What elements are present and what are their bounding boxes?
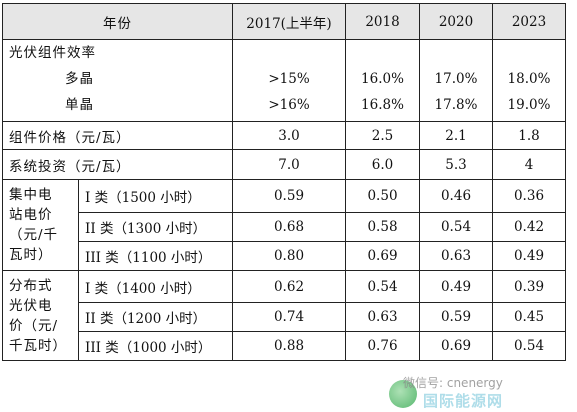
multi-value: 17.0% (434, 71, 478, 87)
table-row: 分布式 光伏电 价（元/ 千瓦时） I 类（1400 小时） 0.62 0.54… (2, 270, 566, 361)
central-label-line: 瓦时） (9, 247, 53, 263)
resource-class-label: II 类（1200 小时） (78, 302, 233, 332)
price-value: 0.58 (345, 212, 420, 242)
module-price-value: 1.8 (492, 121, 566, 150)
price-value: 0.36 (492, 179, 566, 213)
watermark-site-name: 国际能源网 (423, 392, 504, 410)
module-price-label: 组件价格（元/瓦） (2, 121, 233, 150)
price-value: 0.54 (419, 212, 493, 242)
price-value: 0.76 (345, 331, 420, 361)
price-value: 0.42 (492, 212, 566, 242)
price-value: 0.50 (345, 179, 420, 213)
distributed-label-line: 千瓦时） (9, 337, 67, 354)
multi-value: 16.0% (361, 71, 404, 87)
resource-class-label: I 类（1400 小时） (78, 270, 233, 303)
mono-value: 16.8% (361, 97, 404, 113)
price-value: 0.45 (492, 302, 566, 332)
central-label-line: 集中电 (9, 187, 53, 203)
system-investment-value: 6.0 (345, 149, 420, 180)
table-row: II 类（1200 小时） 0.74 0.63 0.59 0.45 (3, 302, 566, 332)
wechat-watermark: 微信号: cnenergy 国际能源网 (389, 374, 557, 410)
price-value: 0.62 (232, 270, 346, 303)
price-value: 0.63 (345, 302, 420, 332)
efficiency-cell: 16.0% 16.8% (345, 39, 420, 122)
central-label-line: 站电价 (9, 207, 53, 223)
multi-value: 18.0% (507, 71, 551, 87)
mono-value: 19.0% (507, 97, 551, 113)
distributed-label-line: 分布式 (9, 277, 53, 294)
distributed-label-line: 价（元/ (9, 317, 59, 334)
resource-class-label: III 类（1100 小时） (78, 241, 233, 271)
price-value: 0.49 (419, 270, 493, 303)
header-row: 年份 2017(上半年) 2018 2020 2023 (2, 3, 566, 40)
central-label-line: （元/千 (9, 227, 59, 243)
price-value: 0.39 (492, 270, 566, 303)
mono-label: 单晶 (65, 97, 94, 113)
price-forecast-table: 年份 2017(上半年) 2018 2020 2023 光伏组件效率 多晶 单晶… (2, 3, 566, 361)
mono-value: 17.8% (434, 97, 478, 113)
table-row: III 类（1000 小时） 0.88 0.76 0.69 0.54 (3, 331, 566, 361)
price-value: 0.54 (345, 270, 420, 303)
header-year: 2020 (419, 3, 493, 40)
table-row: II 类（1300 小时） 0.68 0.58 0.54 0.42 (3, 212, 566, 242)
header-year: 2023 (492, 3, 566, 40)
price-value: 0.68 (232, 212, 346, 242)
price-value: 0.69 (345, 241, 420, 271)
price-value: 0.80 (232, 241, 346, 271)
price-value: 0.46 (419, 179, 493, 213)
price-value: 0.54 (492, 331, 566, 361)
resource-class-label: III 类（1000 小时） (78, 331, 233, 361)
module-price-value: 2.1 (419, 121, 493, 150)
efficiency-label: 光伏组件效率 (9, 45, 96, 61)
header-year: 2017(上半年) (232, 3, 346, 40)
price-value: 0.49 (492, 241, 566, 271)
efficiency-cell: 18.0% 19.0% (492, 39, 566, 122)
header-year: 2018 (345, 3, 420, 40)
price-value: 0.69 (419, 331, 493, 361)
mono-value: >16% (268, 97, 310, 113)
efficiency-label-cell: 光伏组件效率 多晶 单晶 (2, 39, 233, 122)
price-value: 0.59 (419, 302, 493, 332)
watermark-wechat-id: 微信号: cnenergy (403, 376, 503, 390)
distributed-label-line: 光伏电 (9, 297, 53, 314)
efficiency-cell: 17.0% 17.8% (419, 39, 493, 122)
module-price-row: 组件价格（元/瓦） 3.0 2.5 2.1 1.8 (2, 121, 566, 150)
system-investment-value: 4 (492, 149, 566, 180)
distributed-price-label: 分布式 光伏电 价（元/ 千瓦时） (2, 270, 79, 361)
module-price-value: 3.0 (232, 121, 346, 150)
multi-value: >15% (268, 71, 310, 87)
table-row: III 类（1100 小时） 0.80 0.69 0.63 0.49 (3, 241, 566, 271)
efficiency-row: 光伏组件效率 多晶 单晶 >15% >16% 16.0% 16.8% 17.0%… (2, 39, 566, 122)
logo-icon (389, 380, 417, 408)
system-investment-value: 7.0 (232, 149, 346, 180)
system-investment-label: 系统投资（元/瓦） (2, 149, 233, 180)
system-investment-value: 5.3 (419, 149, 493, 180)
module-price-value: 2.5 (345, 121, 420, 150)
price-value: 0.59 (232, 179, 346, 213)
resource-class-label: I 类（1500 小时） (78, 179, 233, 213)
price-value: 0.88 (232, 331, 346, 361)
resource-class-label: II 类（1300 小时） (78, 212, 233, 242)
efficiency-cell: >15% >16% (232, 39, 346, 122)
system-investment-row: 系统投资（元/瓦） 7.0 6.0 5.3 4 (2, 149, 566, 180)
table-row: 集中电 站电价 （元/千 瓦时） I 类（1500 小时） 0.59 0.50 … (2, 179, 566, 271)
price-value: 0.74 (232, 302, 346, 332)
header-year-label: 年份 (2, 3, 233, 40)
multi-label: 多晶 (65, 71, 94, 87)
central-price-label: 集中电 站电价 （元/千 瓦时） (2, 179, 79, 271)
price-value: 0.63 (419, 241, 493, 271)
